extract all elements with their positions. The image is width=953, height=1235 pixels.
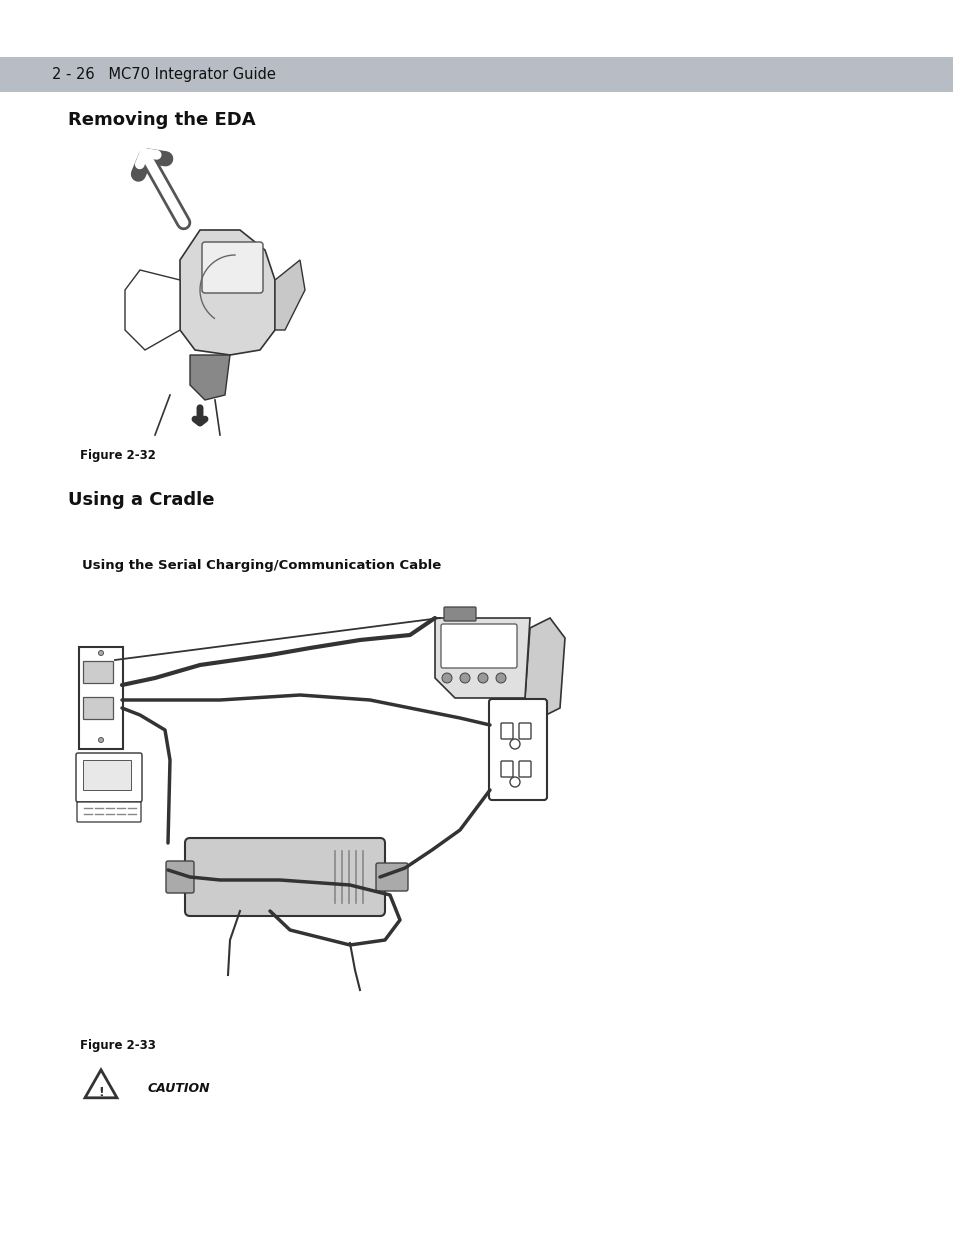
Text: Removing the EDA: Removing the EDA [68,111,255,128]
Polygon shape [524,618,564,718]
Polygon shape [125,270,180,350]
FancyBboxPatch shape [76,753,142,802]
Circle shape [441,673,452,683]
Text: Figure 2-33: Figure 2-33 [80,1039,155,1051]
Text: 2 - 26   MC70 Integrator Guide: 2 - 26 MC70 Integrator Guide [52,67,275,82]
Polygon shape [274,261,305,330]
FancyBboxPatch shape [489,699,546,800]
FancyBboxPatch shape [443,606,476,621]
Bar [0,57,953,91]
Polygon shape [190,354,230,400]
Circle shape [510,777,519,787]
FancyBboxPatch shape [77,802,141,823]
Circle shape [510,739,519,748]
FancyBboxPatch shape [185,839,385,916]
Text: CAUTION: CAUTION [148,1082,211,1094]
FancyBboxPatch shape [500,761,513,777]
FancyBboxPatch shape [202,242,263,293]
FancyBboxPatch shape [518,761,531,777]
Polygon shape [85,1070,117,1098]
Circle shape [496,673,505,683]
Text: Figure 2-32: Figure 2-32 [80,448,155,462]
Polygon shape [180,230,274,354]
FancyBboxPatch shape [83,661,112,683]
Circle shape [98,737,103,742]
Text: Using the Serial Charging/Communication Cable: Using the Serial Charging/Communication … [82,558,441,572]
FancyBboxPatch shape [500,722,513,739]
Circle shape [98,651,103,656]
Circle shape [477,673,488,683]
FancyBboxPatch shape [79,647,123,748]
Text: !: ! [98,1087,104,1099]
Text: Using a Cradle: Using a Cradle [68,492,214,509]
Circle shape [459,673,470,683]
FancyBboxPatch shape [440,624,517,668]
FancyBboxPatch shape [83,697,112,719]
FancyBboxPatch shape [83,760,131,790]
Polygon shape [435,618,530,698]
FancyBboxPatch shape [518,722,531,739]
FancyBboxPatch shape [166,861,193,893]
FancyBboxPatch shape [375,863,408,890]
